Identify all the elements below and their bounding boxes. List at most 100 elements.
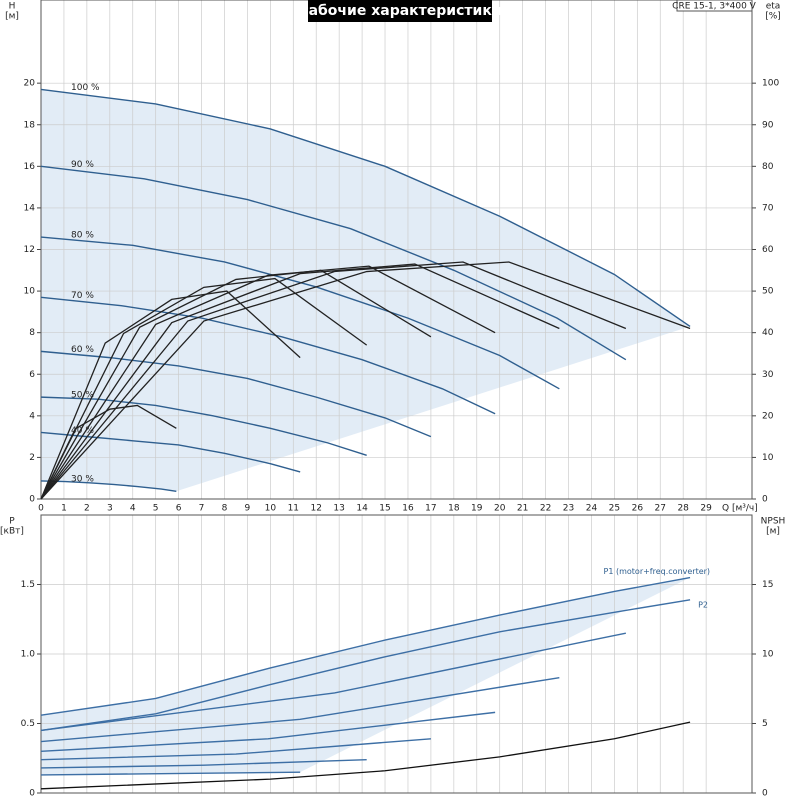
- x-tick-label: 4: [130, 504, 136, 514]
- curve: [40, 296, 496, 415]
- y2-tick-label: 0: [762, 495, 768, 505]
- curve: [40, 711, 496, 752]
- x-tick-label: 3: [107, 504, 113, 514]
- x-tick-label: 23: [563, 504, 574, 514]
- y-axis-unit: [кВт]: [0, 527, 24, 537]
- curve: [40, 576, 691, 716]
- y-tick-label: 0: [29, 789, 35, 799]
- y2-tick-label: 20: [762, 411, 774, 421]
- curve-secondary: [40, 265, 496, 500]
- y-tick-label: 12: [24, 245, 35, 255]
- x-tick-label: 6: [176, 504, 182, 514]
- curve: [40, 599, 691, 732]
- y2-axis-unit: [%]: [765, 12, 781, 22]
- x-tick-label: 25: [609, 504, 620, 514]
- curve: [40, 165, 627, 361]
- curve-label: 70 %: [71, 291, 94, 301]
- y-tick-label: 1.5: [21, 580, 35, 590]
- y-tick-label: 6: [29, 370, 35, 380]
- y2-tick-label: 0: [762, 789, 768, 799]
- curve: [40, 676, 560, 743]
- y2-tick-label: 10: [762, 453, 774, 463]
- curve-label: 100 %: [71, 83, 100, 93]
- x-tick-label: 27: [655, 504, 666, 514]
- y-tick-label: 8: [29, 328, 35, 338]
- curve: [40, 88, 691, 328]
- curve-label: P1 (motor+freq.converter): [604, 567, 711, 576]
- y2-tick-label: 100: [762, 79, 779, 89]
- y-tick-label: 0: [29, 495, 35, 505]
- y-tick-label: 1.0: [21, 650, 36, 660]
- curve-secondary: [40, 269, 432, 500]
- curve-secondary: [40, 721, 691, 790]
- curve-label: 60 %: [71, 345, 94, 355]
- x-tick-label: 15: [379, 504, 390, 514]
- y-tick-label: 0.5: [21, 719, 35, 729]
- x-tick-label: 28: [677, 504, 689, 514]
- curve-secondary: [40, 261, 627, 500]
- x-tick-label: 22: [540, 504, 551, 514]
- y2-tick-label: 90: [762, 120, 774, 130]
- y2-axis-label: eta: [766, 2, 781, 12]
- curve-secondary: [40, 277, 368, 500]
- y2-tick-label: 70: [762, 203, 774, 213]
- y2-axis-unit: [м]: [766, 527, 780, 537]
- y-tick-label: 16: [24, 162, 36, 172]
- y2-axis-label: NPSH: [761, 517, 786, 527]
- y2-tick-label: 50: [762, 287, 774, 297]
- y-tick-label: 10: [24, 287, 36, 297]
- x-tick-label: 8: [222, 504, 228, 514]
- curve: [40, 771, 301, 776]
- y2-tick-label: 5: [762, 719, 768, 729]
- y2-tick-label: 30: [762, 370, 774, 380]
- x-tick-label: 18: [448, 504, 460, 514]
- curve-label: 50 %: [71, 391, 94, 401]
- y-axis-label: H: [9, 2, 16, 12]
- annotation: CRE 15-1, 3*400 V: [672, 2, 756, 12]
- x-tick-label: 14: [356, 504, 368, 514]
- x-tick-label: 16: [402, 504, 414, 514]
- x-tick-label: 1: [61, 504, 67, 514]
- y-axis-label: P: [9, 517, 15, 527]
- y-tick-label: 4: [29, 411, 35, 421]
- x-tick-label: 12: [310, 504, 321, 514]
- x-tick-label: 7: [199, 504, 205, 514]
- x-tick-label: 13: [333, 504, 344, 514]
- x-tick-label: 26: [632, 504, 644, 514]
- y2-tick-label: 60: [762, 245, 774, 255]
- y-tick-label: 14: [24, 203, 36, 213]
- curve-secondary: [40, 290, 301, 500]
- y2-tick-label: 10: [762, 650, 774, 660]
- chart-title: Рабочие характеристики: [298, 3, 501, 19]
- curve-secondary: [40, 261, 691, 500]
- curve-secondary: [40, 263, 560, 500]
- curve-label: 40 %: [71, 426, 94, 436]
- y2-tick-label: 15: [762, 580, 773, 590]
- curve-label: 80 %: [71, 231, 94, 241]
- x-tick-label: 5: [153, 504, 159, 514]
- y-axis-unit: [м]: [5, 12, 19, 22]
- curve: [40, 738, 431, 761]
- x-tick-label: 17: [425, 504, 436, 514]
- x-tick-label: 20: [494, 504, 506, 514]
- curve: [40, 632, 626, 732]
- operating-range: [41, 89, 691, 492]
- x-tick-label: 29: [700, 504, 712, 514]
- x-tick-label: 21: [517, 504, 528, 514]
- curve: [40, 758, 367, 769]
- curve-label: 30 %: [71, 474, 94, 484]
- title-box: [308, 0, 492, 22]
- curve: [40, 350, 432, 438]
- x-tick-label: 9: [245, 504, 251, 514]
- x-tick-label: 10: [265, 504, 277, 514]
- x-tick-label: 24: [586, 504, 598, 514]
- x-tick-label: 2: [84, 504, 90, 514]
- y-tick-label: 18: [24, 120, 36, 130]
- y2-tick-label: 80: [762, 162, 774, 172]
- x-tick-label: 0: [38, 504, 44, 514]
- y-tick-label: 20: [24, 79, 36, 89]
- plot-frame: [40, 0, 753, 500]
- x-tick-label: 11: [288, 504, 299, 514]
- curve-label: P2: [698, 600, 708, 609]
